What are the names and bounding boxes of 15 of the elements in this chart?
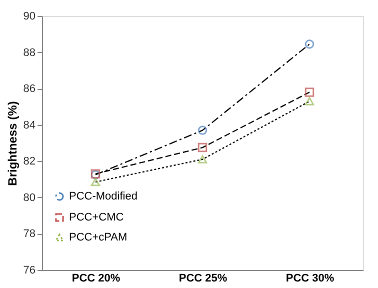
x-tick-label: PCC 30% [286,272,334,284]
legend-label: PCC-Modified [69,190,138,202]
y-tick-label: 76 [23,264,36,276]
y-tick-label: 86 [23,83,36,96]
x-tick-label: PCC 25% [178,272,228,284]
y-axis-title: Brightness (%) [5,101,20,186]
y-tick-label: 90 [23,10,36,22]
y-tick-label: 88 [23,46,36,59]
y-tick-label: 78 [23,228,36,240]
y-tick-label: 84 [23,119,36,132]
y-tick-label: 82 [23,156,36,168]
y-tick-label: 80 [23,192,36,204]
x-tick-label: PCC 20% [72,272,120,284]
legend-label: PCC+CMC [69,212,124,224]
legend-label: PCC+cPAM [69,232,128,244]
